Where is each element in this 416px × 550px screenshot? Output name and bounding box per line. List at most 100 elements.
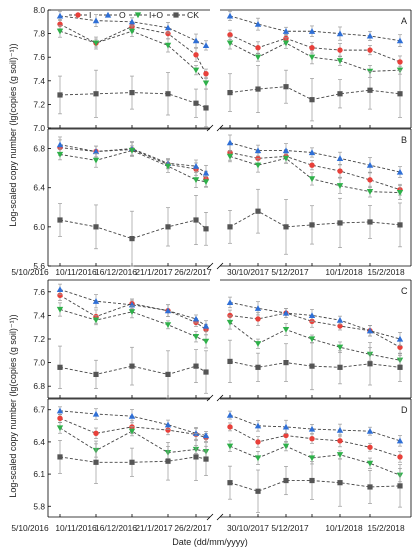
data-point xyxy=(397,483,403,489)
data-point xyxy=(283,84,289,90)
data-point xyxy=(255,208,261,214)
data-point xyxy=(193,217,199,223)
data-point xyxy=(93,459,99,465)
y-tick-label: 6.0 xyxy=(33,222,45,232)
data-point xyxy=(337,168,343,174)
series-line xyxy=(59,456,207,463)
data-point xyxy=(254,305,262,311)
data-point xyxy=(255,364,261,370)
axis-break-mark xyxy=(216,124,224,132)
data-point xyxy=(226,299,234,306)
data-point xyxy=(202,179,210,186)
series-line xyxy=(59,30,207,84)
data-point xyxy=(57,454,63,460)
data-point xyxy=(282,326,290,333)
x-axis-label: Date (dd/mm/yyyy) xyxy=(172,537,248,547)
data-point xyxy=(396,335,404,342)
legend-marker xyxy=(75,12,81,18)
y-tick-label: 7.0 xyxy=(33,123,45,133)
axis-break-mark xyxy=(216,262,224,270)
series-line xyxy=(59,150,207,183)
data-point xyxy=(309,45,315,51)
data-point xyxy=(255,45,261,51)
data-point xyxy=(254,422,262,429)
data-point xyxy=(57,415,63,422)
data-point xyxy=(254,341,262,347)
series-line xyxy=(229,301,401,340)
data-point xyxy=(309,435,315,442)
data-point xyxy=(129,236,135,242)
data-point xyxy=(337,364,343,370)
data-point xyxy=(56,141,64,148)
data-point xyxy=(93,430,99,437)
data-point xyxy=(202,80,210,87)
data-point xyxy=(192,67,200,74)
data-point xyxy=(308,176,316,183)
data-point xyxy=(226,411,234,418)
axis-break-mark xyxy=(206,124,214,132)
data-point xyxy=(309,162,315,168)
data-point xyxy=(282,309,290,316)
data-point xyxy=(56,425,64,432)
data-point xyxy=(129,459,135,465)
series-line xyxy=(59,23,207,74)
data-point xyxy=(337,480,343,486)
data-point xyxy=(227,224,233,230)
data-point xyxy=(56,12,64,19)
data-point xyxy=(202,322,210,329)
data-point xyxy=(336,344,344,351)
data-point xyxy=(227,312,233,319)
y-tick-label: 7.4 xyxy=(33,310,45,320)
data-point xyxy=(92,317,100,324)
data-point xyxy=(366,162,374,168)
data-point xyxy=(227,90,233,96)
data-point xyxy=(254,455,262,462)
data-point xyxy=(336,426,344,433)
data-point xyxy=(164,42,172,49)
data-point xyxy=(128,147,136,154)
y-tick-label: 8.0 xyxy=(33,5,45,15)
data-point xyxy=(366,460,374,467)
axis-break-mark xyxy=(206,394,214,402)
data-point xyxy=(308,312,316,318)
x-tick-label: 10/11/2016 xyxy=(55,267,97,277)
data-point xyxy=(309,222,315,228)
legend-marker xyxy=(134,12,142,19)
data-point xyxy=(282,147,290,154)
data-point xyxy=(92,157,100,164)
data-point xyxy=(308,28,316,34)
data-point xyxy=(255,86,261,92)
data-point xyxy=(92,410,100,417)
y-tick-label: 5.8 xyxy=(33,501,45,511)
series-line xyxy=(229,15,401,42)
data-point xyxy=(367,177,373,183)
y-tick-label: 7.8 xyxy=(33,29,45,39)
x-tick-label: 5/12/2017 xyxy=(271,523,309,533)
data-point xyxy=(337,91,343,97)
data-point xyxy=(128,428,136,435)
data-point xyxy=(57,292,63,299)
y-tick-label: 7.4 xyxy=(33,76,45,86)
data-point xyxy=(227,424,233,430)
panel-label: A xyxy=(401,16,407,26)
series-line xyxy=(229,155,401,194)
data-point xyxy=(336,183,344,189)
data-point xyxy=(282,40,290,47)
data-point xyxy=(397,222,403,228)
x-tick-label: 5/10/2016 xyxy=(11,267,49,277)
data-point xyxy=(336,316,344,323)
y-tick-label: 6.4 xyxy=(33,437,45,447)
data-point xyxy=(367,361,373,367)
data-point xyxy=(226,139,234,146)
data-point xyxy=(128,18,136,25)
data-point xyxy=(128,28,136,35)
data-point xyxy=(283,477,289,484)
x-tick-label: 16/12/2016 xyxy=(95,523,137,533)
data-point xyxy=(129,363,135,369)
data-point xyxy=(57,217,63,223)
series-line xyxy=(59,427,207,454)
data-point xyxy=(397,454,403,460)
data-point xyxy=(396,37,404,44)
data-point xyxy=(337,220,343,226)
data-point xyxy=(202,42,210,48)
